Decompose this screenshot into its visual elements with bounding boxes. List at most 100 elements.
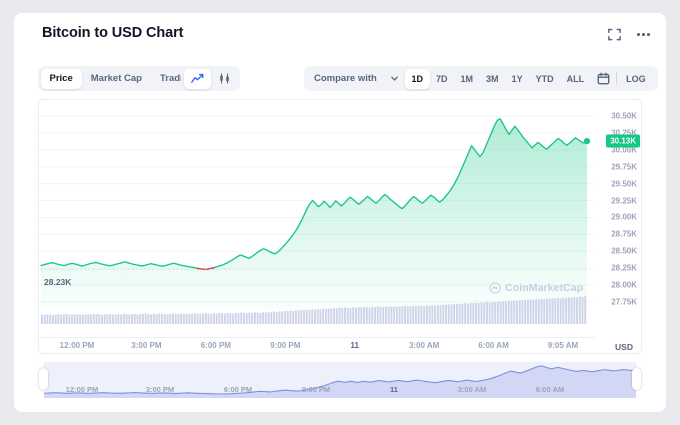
range-3m[interactable]: 3M [486,73,499,84]
volume-bar [101,314,103,324]
log-scale-toggle[interactable]: LOG [626,73,646,84]
volume-bar [360,307,363,324]
x-tick-label: 9:00 PM [270,341,301,350]
volume-bar [92,313,95,324]
range-navigator[interactable]: 12:00 PM 3:00 PM 6:00 PM 9:00 PM 11 3:00 AM 6:… [38,362,642,404]
volume-bar [60,314,63,324]
volume-bar [521,300,524,324]
volume-bar [142,313,144,324]
range-ytd[interactable]: YTD [535,73,554,84]
volume-bar [111,314,114,324]
more-icon[interactable] [637,27,650,42]
volume-bar [384,306,387,324]
volume-bar [62,314,65,324]
volume-bar [576,297,579,324]
volume-bar [218,312,221,324]
volume-bar [565,297,568,324]
volume-bar [354,307,357,324]
navigator-handle-left[interactable] [39,368,48,390]
y-axis-unit: USD [615,342,633,352]
volume-bar [314,309,316,324]
navigator-handle-right[interactable] [632,368,641,390]
range-1y[interactable]: 1Y [511,73,523,84]
volume-bar [41,314,43,324]
volume-bar [81,314,84,324]
x-tick-label: 11 [350,341,359,350]
volume-bar [172,313,174,324]
candlestick-chart-toggle[interactable] [211,69,238,89]
volume-bar [267,311,270,324]
calendar-icon[interactable] [597,72,610,85]
navigator-track[interactable] [44,362,636,398]
volume-bar [423,306,426,324]
volume-bar [445,304,447,324]
volume-bar [193,313,196,324]
volume-bar [234,312,237,324]
volume-bar [237,313,240,324]
range-1m[interactable]: 1M [460,73,474,84]
tab-market-cap[interactable]: Market Cap [90,73,142,84]
coinmarketcap-logo-icon [489,282,501,294]
volume-bar [513,300,516,324]
volume-bar [106,314,109,324]
volume-bar [120,314,123,324]
volume-bar [562,297,565,324]
volume-bar [308,310,311,324]
volume-bar [196,313,199,324]
x-tick-label: 9:05 AM [547,341,579,350]
range-1d[interactable]: 1D [405,68,430,89]
volume-bar [273,311,275,324]
volume-bar [300,310,303,324]
volume-bar [292,310,295,324]
volume-bar [122,313,125,324]
volume-bar [450,304,453,324]
volume-bar [333,308,336,324]
volume-bar [297,310,300,324]
volume-bar [469,303,472,324]
range-all[interactable]: ALL [566,73,585,84]
volume-bar [294,310,297,324]
volume-bar [409,306,412,324]
volume-bar [415,306,417,324]
volume-bar [488,302,491,324]
navigator-x-tick-label: 3:00 AM [457,385,487,394]
volume-bar [245,313,248,324]
volume-bar [232,313,235,324]
volume-bar [155,314,158,324]
header-actions [607,27,650,42]
current-price-dot [583,138,591,145]
volume-bar [327,308,330,324]
volume-bar [551,298,554,324]
volume-bar [43,314,46,324]
navigator-x-tick-label: 6:00 AM [535,385,565,394]
volume-bar [376,306,379,324]
expand-icon[interactable] [607,27,622,42]
volume-bar [382,307,385,324]
volume-bar [420,305,423,324]
compare-with-dropdown[interactable]: Compare with [304,66,409,91]
volume-bar [166,314,169,324]
volume-bar [371,306,374,324]
x-tick-label: 3:00 PM [131,341,162,350]
volume-bar [352,307,355,324]
navigator-svg [44,365,636,398]
y-tick-label: 30.50K [611,111,637,121]
tab-price[interactable]: Price [40,68,82,89]
volume-bar [401,306,404,324]
volume-bar [338,307,341,324]
range-7d[interactable]: 7D [436,73,448,84]
volume-bar [125,314,128,324]
volume-bar [158,313,161,324]
volume-bar [496,301,499,324]
volume-bar [264,312,267,324]
line-chart-toggle[interactable] [183,68,211,89]
volume-bar [532,299,535,324]
volume-bar [330,308,333,324]
y-tick-label: 27.75K [611,297,637,307]
more-dot [647,33,650,36]
volume-bar [128,314,131,324]
volume-bar [524,299,527,324]
current-price-badge: 30.13K [606,134,640,148]
volume-bar [425,305,428,324]
volume-bar [131,314,134,324]
